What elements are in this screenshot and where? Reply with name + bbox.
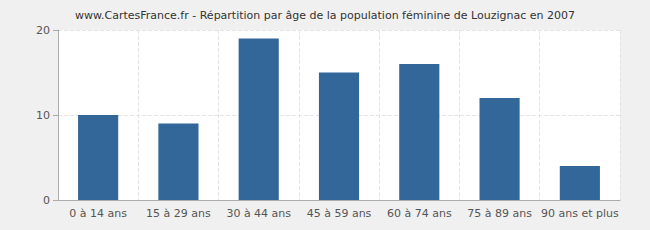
svg-text:20: 20 — [36, 24, 50, 37]
svg-text:15 à 29 ans: 15 à 29 ans — [146, 207, 211, 220]
svg-text:www.CartesFrance.fr - Répartit: www.CartesFrance.fr - Répartition par âg… — [75, 9, 575, 22]
svg-text:90 ans et plus: 90 ans et plus — [541, 207, 619, 220]
svg-text:30 à 44 ans: 30 à 44 ans — [226, 207, 291, 220]
svg-text:0 à 14 ans: 0 à 14 ans — [69, 207, 127, 220]
svg-text:75 à 89 ans: 75 à 89 ans — [467, 207, 532, 220]
svg-text:0: 0 — [43, 194, 50, 207]
svg-text:60 à 74 ans: 60 à 74 ans — [387, 207, 452, 220]
svg-text:45 à 59 ans: 45 à 59 ans — [307, 207, 372, 220]
svg-text:10: 10 — [36, 109, 50, 122]
